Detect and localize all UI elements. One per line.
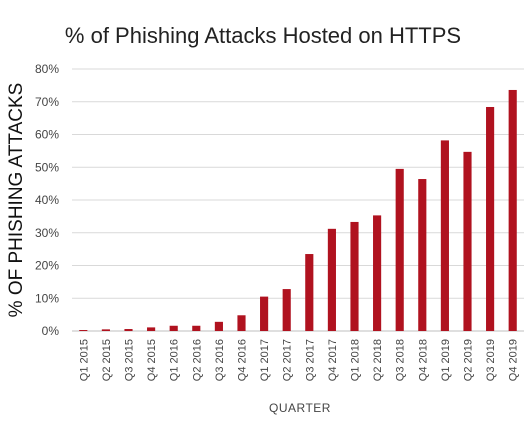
- x-tick-label: Q4 2015: [146, 339, 158, 381]
- x-tick-label: Q1 2019: [440, 339, 452, 381]
- x-tick-label: Q4 2016: [237, 339, 249, 381]
- gridlines: [72, 68, 524, 332]
- bar: [508, 89, 517, 332]
- chart-title: % of Phishing Attacks Hosted on HTTPS: [65, 23, 461, 48]
- x-tick-label: Q1 2018: [350, 339, 362, 381]
- x-tick-label: Q2 2015: [101, 339, 113, 381]
- bar: [305, 254, 314, 331]
- y-axis-label: % OF PHISHING ATTACKS: [6, 83, 27, 318]
- y-tick-label: 10%: [35, 291, 59, 305]
- bar: [373, 215, 382, 331]
- x-axis-label: QUARTER: [269, 401, 331, 415]
- bar: [124, 329, 133, 331]
- x-tick-label: Q3 2018: [395, 339, 407, 381]
- bar: [350, 221, 359, 331]
- bar: [282, 289, 291, 331]
- y-tick-label: 80%: [35, 62, 59, 76]
- bar: [486, 106, 495, 332]
- bar: [101, 329, 110, 331]
- bar: [169, 325, 178, 331]
- bar: [395, 168, 404, 331]
- bar: [463, 151, 472, 331]
- x-tick-label: Q2 2018: [372, 339, 384, 381]
- y-tick-label: 20%: [35, 259, 59, 273]
- bar: [79, 330, 88, 331]
- bar: [440, 140, 449, 331]
- x-tick-label: Q3 2016: [214, 339, 226, 381]
- x-axis-ticks: Q1 2015 Q2 2015 Q3 2015 Q4 2015 Q1 2016 Q2 20…: [78, 339, 519, 381]
- bar: [147, 327, 156, 331]
- y-tick-label: 0%: [42, 324, 60, 338]
- y-tick-label: 70%: [35, 95, 59, 109]
- bar: [192, 325, 201, 331]
- x-tick-label: Q2 2017: [282, 339, 294, 381]
- bar: [327, 228, 336, 331]
- bar: [237, 315, 246, 331]
- x-tick-label: Q1 2015: [78, 339, 90, 381]
- x-tick-label: Q1 2016: [169, 339, 181, 381]
- y-tick-label: 60%: [35, 128, 59, 142]
- x-tick-label: Q4 2019: [508, 339, 520, 381]
- bar: [214, 321, 223, 331]
- x-tick-label: Q3 2017: [304, 339, 316, 381]
- y-tick-label: 50%: [35, 160, 59, 174]
- x-tick-label: Q4 2018: [417, 339, 429, 381]
- y-tick-label: 30%: [35, 226, 59, 240]
- bars: [79, 89, 517, 332]
- x-tick-label: Q1 2017: [259, 339, 271, 381]
- x-tick-label: Q3 2019: [485, 339, 497, 381]
- y-axis-ticks: 0% 10% 20% 30% 40% 50% 60% 70% 80%: [35, 62, 59, 338]
- x-tick-label: Q3 2015: [124, 339, 136, 381]
- y-tick-label: 40%: [35, 193, 59, 207]
- bar: [260, 296, 269, 331]
- x-tick-label: Q2 2016: [191, 339, 203, 381]
- bar: [418, 179, 427, 331]
- x-tick-label: Q4 2017: [327, 339, 339, 381]
- x-tick-label: Q2 2019: [463, 339, 475, 381]
